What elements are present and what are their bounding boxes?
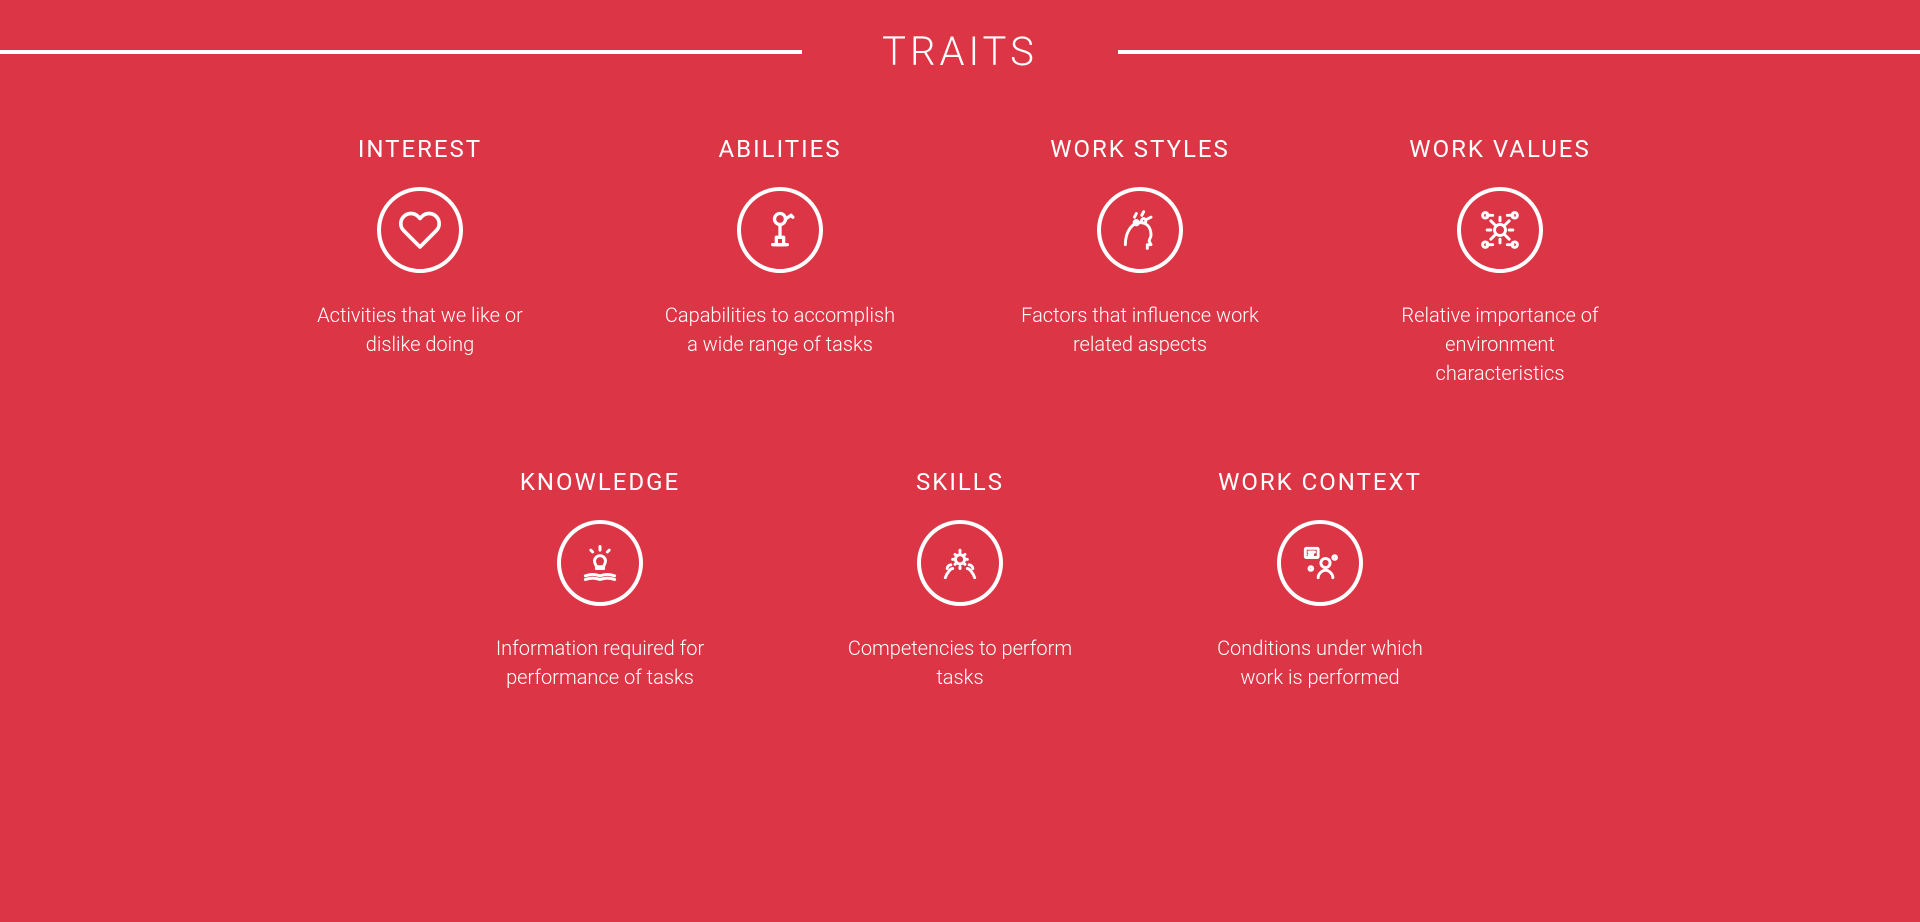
card-desc: Conditions under which work is performed xyxy=(1200,634,1440,692)
card-abilities: ABILITIES Capabilities to accomplish a w… xyxy=(650,135,910,388)
header-line-left xyxy=(0,50,802,54)
trophy-icon xyxy=(737,187,823,273)
network-gear-icon xyxy=(1457,187,1543,273)
card-interest: INTEREST Activities that we like or disl… xyxy=(290,135,550,388)
card-desc: Activities that we like or dislike doing xyxy=(300,301,540,359)
card-work-context: WORK CONTEXT Conditions under which work… xyxy=(1190,468,1450,692)
header-row: TRAITS xyxy=(0,0,1920,75)
card-desc: Information required for performance of … xyxy=(480,634,720,692)
card-desc: Competencies to perform tasks xyxy=(840,634,1080,692)
card-work-values: WORK VALUES Relative importance of envir… xyxy=(1370,135,1630,388)
lightbulb-book-icon xyxy=(557,520,643,606)
card-title: WORK CONTEXT xyxy=(1218,468,1422,496)
card-title: WORK VALUES xyxy=(1409,135,1590,163)
head-gears-icon xyxy=(1097,187,1183,273)
hands-gear-icon xyxy=(917,520,1003,606)
card-title: INTEREST xyxy=(358,135,482,163)
card-desc: Capabilities to accomplish a wide range … xyxy=(660,301,900,359)
card-work-styles: WORK STYLES Factors that influence work … xyxy=(1010,135,1270,388)
header-line-right xyxy=(1118,50,1920,54)
card-desc: Relative importance of environment chara… xyxy=(1380,301,1620,388)
card-desc: Factors that influence work related aspe… xyxy=(1020,301,1260,359)
presentation-icon xyxy=(1277,520,1363,606)
card-title: KNOWLEDGE xyxy=(520,468,680,496)
heart-icon xyxy=(377,187,463,273)
row-1: INTEREST Activities that we like or disl… xyxy=(240,135,1680,388)
traits-grid: INTEREST Activities that we like or disl… xyxy=(0,75,1920,692)
card-title: ABILITIES xyxy=(719,135,842,163)
card-skills: SKILLS Competencies to perform tasks xyxy=(830,468,1090,692)
page-title: TRAITS xyxy=(802,28,1118,75)
card-knowledge: KNOWLEDGE Information required for perfo… xyxy=(470,468,730,692)
row-2: KNOWLEDGE Information required for perfo… xyxy=(240,468,1680,692)
card-title: SKILLS xyxy=(916,468,1004,496)
card-title: WORK STYLES xyxy=(1050,135,1230,163)
